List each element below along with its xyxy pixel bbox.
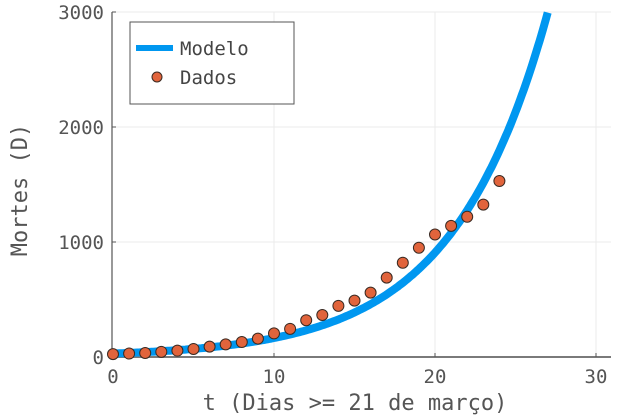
grid-lines bbox=[112, 11, 611, 357]
data-point bbox=[380, 271, 393, 284]
model-line bbox=[112, 11, 552, 358]
legend-box bbox=[129, 21, 295, 105]
data-point bbox=[139, 346, 152, 359]
legend-dot-icon bbox=[151, 71, 163, 83]
data-point bbox=[219, 338, 232, 351]
y-tick-label: 0 bbox=[93, 347, 104, 369]
data-points bbox=[107, 175, 506, 361]
data-point bbox=[123, 347, 136, 360]
x-tick-label: 20 bbox=[424, 366, 447, 388]
data-point bbox=[493, 175, 506, 188]
data-point bbox=[332, 299, 345, 312]
data-point bbox=[235, 336, 248, 349]
data-point bbox=[171, 344, 184, 357]
legend-label-dados: Dados bbox=[180, 67, 237, 89]
data-point bbox=[316, 309, 329, 322]
data-point bbox=[251, 332, 264, 345]
data-point bbox=[364, 286, 377, 299]
x-axis-label: t (Dias >= 21 de março) bbox=[203, 391, 508, 416]
y-tick-label: 3000 bbox=[58, 2, 104, 24]
data-point bbox=[300, 314, 313, 327]
y-axis-label: Mortes (D) bbox=[8, 124, 33, 256]
data-point bbox=[155, 345, 168, 358]
y-tick-label: 2000 bbox=[58, 117, 104, 139]
data-point bbox=[187, 342, 200, 355]
data-point bbox=[203, 340, 216, 353]
data-point bbox=[445, 219, 458, 232]
data-point bbox=[396, 256, 409, 269]
legend: Modelo Dados bbox=[129, 21, 295, 105]
data-point bbox=[461, 210, 474, 223]
x-tick-label: 10 bbox=[263, 366, 286, 388]
model-curve bbox=[112, 11, 552, 358]
data-point bbox=[107, 348, 119, 361]
legend-label-modelo: Modelo bbox=[180, 38, 249, 60]
data-point bbox=[429, 228, 441, 241]
tick-labels: 0 10 20 30 0 1000 2000 3000 bbox=[58, 2, 607, 388]
data-point bbox=[268, 327, 280, 340]
data-point bbox=[284, 322, 297, 335]
data-point bbox=[412, 241, 425, 254]
data-point bbox=[477, 198, 490, 211]
data-point bbox=[348, 294, 361, 307]
x-tick-label: 30 bbox=[585, 366, 608, 388]
y-tick-label: 1000 bbox=[58, 232, 104, 254]
x-tick-label: 0 bbox=[107, 366, 118, 388]
